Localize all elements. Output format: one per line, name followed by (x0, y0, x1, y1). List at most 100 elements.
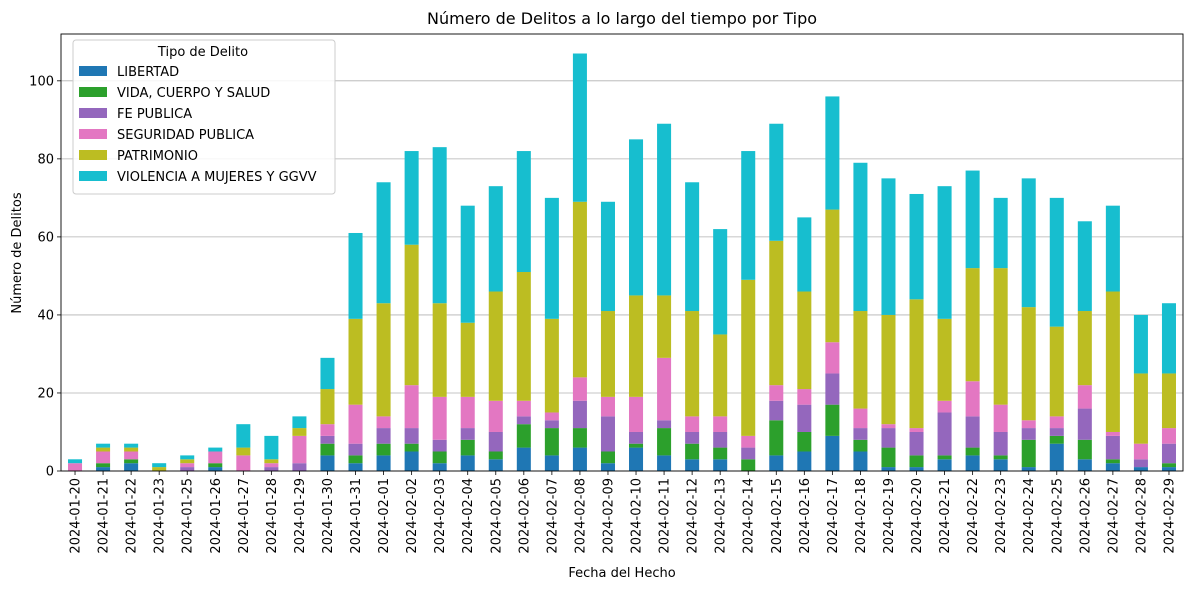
bar-segment (208, 463, 223, 468)
bar-segment (1077, 385, 1092, 409)
bar-segment (1161, 303, 1176, 374)
bar-segment (432, 147, 447, 304)
bar-segment (124, 447, 139, 452)
bar-segment (404, 451, 419, 471)
bar-segment (685, 311, 700, 417)
bar-segment (544, 412, 559, 421)
bar-segment (292, 416, 307, 429)
bar-segment (937, 455, 952, 460)
x-tick-label: 2024-02-10 (630, 478, 645, 554)
bar-segment (657, 295, 672, 358)
x-tick-label: 2024-01-22 (125, 478, 140, 554)
bar-segment (1133, 373, 1148, 444)
bar-segment (600, 311, 615, 397)
bar-segment (657, 455, 672, 471)
bar-segment (853, 311, 868, 409)
bar-segment (797, 451, 812, 471)
bar-segment (657, 357, 672, 421)
bar-segment (68, 459, 83, 464)
bar-segment (292, 463, 307, 471)
legend-label: LIBERTAD (117, 65, 179, 80)
bar-segment (825, 96, 840, 210)
x-tick-label: 2024-02-01 (377, 478, 392, 554)
x-tick-label: 2024-02-02 (405, 478, 420, 554)
bar-segment (769, 123, 784, 241)
bar-segment (741, 151, 756, 280)
bar-segment (1105, 205, 1120, 292)
bar-segment (1021, 178, 1036, 308)
x-axis-label: Fecha del Hecho (568, 566, 675, 581)
bar-segment (236, 447, 251, 456)
bar-segment (376, 416, 391, 429)
x-tick-label: 2024-01-31 (349, 478, 364, 554)
bar-segment (180, 463, 195, 468)
x-tick-label: 2024-01-28 (265, 478, 280, 554)
bar-segment (544, 428, 559, 456)
bar-segment (348, 443, 363, 456)
bar-segment (376, 455, 391, 471)
bar-segment (124, 443, 139, 448)
bar-segment (96, 451, 111, 464)
bar-segment (629, 431, 644, 444)
bar-segment (1133, 459, 1148, 468)
bar-segment (1021, 467, 1036, 471)
x-tick-label: 2024-02-16 (798, 478, 813, 554)
bar-segment (685, 459, 700, 471)
bar-segment (797, 431, 812, 452)
bar-segment (909, 431, 924, 456)
bar-segment (68, 463, 83, 471)
bar-segment (600, 463, 615, 471)
bar-segment (1105, 431, 1120, 436)
bar-segment (208, 447, 223, 452)
bars (68, 53, 1176, 471)
x-tick-label: 2024-02-12 (686, 478, 701, 554)
bar-segment (1021, 428, 1036, 440)
bar-segment (713, 416, 728, 432)
bar-segment (600, 396, 615, 417)
bar-segment (460, 396, 475, 429)
bar-segment (769, 420, 784, 456)
x-tick-label: 2024-02-06 (517, 478, 532, 554)
x-tick-label: 2024-02-21 (938, 478, 953, 554)
bar-segment (797, 291, 812, 390)
bar-segment (572, 377, 587, 401)
bar-segment (292, 428, 307, 436)
bar-segment (797, 389, 812, 405)
bar-segment (713, 334, 728, 417)
bar-segment (432, 439, 447, 452)
legend-label: SEGURIDAD PUBLICA (117, 128, 254, 143)
bar-segment (96, 463, 111, 468)
bar-segment (881, 447, 896, 468)
bar-segment (460, 439, 475, 456)
bar-segment (965, 416, 980, 448)
legend-label: PATRIMONIO (117, 149, 198, 164)
x-tick-label: 2024-02-18 (854, 478, 869, 554)
bar-segment (937, 412, 952, 456)
legend: Tipo de Delito LIBERTAD VIDA, CUERPO Y SAL… (72, 39, 336, 195)
bar-segment (993, 197, 1008, 269)
bar-segment (1105, 463, 1120, 471)
bar-segment (404, 428, 419, 444)
bar-segment (292, 435, 307, 464)
bar-segment (180, 459, 195, 464)
bar-segment (1049, 443, 1064, 471)
chart-title: Número de Delitos a lo largo del tiempo … (427, 9, 817, 28)
bar-segment (376, 443, 391, 456)
x-tick-label: 2024-01-27 (237, 478, 252, 554)
bar-segment (96, 443, 111, 448)
bar-segment (544, 420, 559, 429)
y-tick-label: 20 (37, 386, 54, 401)
bar-segment (993, 268, 1008, 405)
x-tick-label: 2024-02-09 (601, 478, 616, 554)
x-tick-label: 2024-01-21 (97, 478, 112, 554)
bar-segment (348, 463, 363, 471)
bar-segment (376, 428, 391, 444)
bar-segment (853, 428, 868, 440)
x-tick-label: 2024-02-03 (433, 478, 448, 554)
bar-segment (516, 416, 531, 425)
bar-segment (965, 447, 980, 456)
bar-segment (404, 244, 419, 386)
bar-segment (853, 408, 868, 429)
bar-segment (937, 400, 952, 413)
bar-segment (825, 209, 840, 343)
